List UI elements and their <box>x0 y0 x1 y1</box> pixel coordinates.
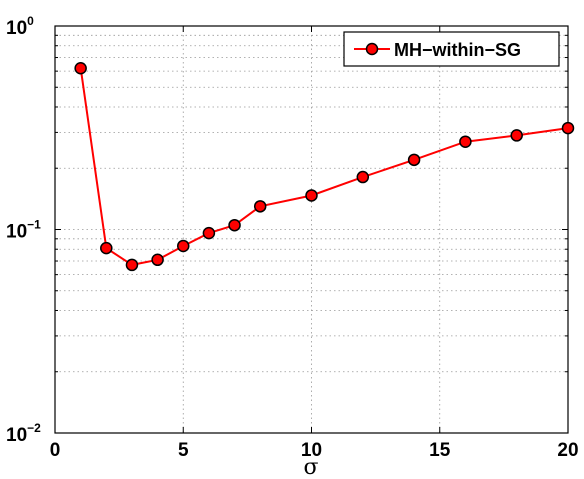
axis-tick-marks <box>54 25 569 434</box>
data-point <box>305 189 318 202</box>
data-point <box>407 153 421 167</box>
y-tick-label: 10−1 <box>6 218 41 243</box>
grid-lines <box>55 26 568 433</box>
data-point <box>100 241 113 255</box>
data-point <box>177 239 190 253</box>
data-point <box>228 218 241 232</box>
series-line <box>79 68 569 266</box>
y-tick-labels: 100 10−1 10−2 <box>6 14 41 446</box>
x-tick-label: 10 <box>301 440 322 461</box>
legend-label: MH−within−SG <box>394 40 521 60</box>
data-point <box>459 135 472 148</box>
x-tick-label: 5 <box>178 440 189 461</box>
data-point <box>74 61 87 75</box>
legend: MH−within−SG <box>343 31 560 67</box>
data-point <box>125 258 139 272</box>
x-tick-label: 20 <box>557 440 578 461</box>
x-tick-label: 15 <box>429 440 451 461</box>
data-point <box>356 170 370 184</box>
data-point <box>202 226 216 240</box>
legend-marker-sample <box>365 42 379 56</box>
x-tick-labels: 0 5 10 15 20 <box>50 440 579 461</box>
data-point <box>253 200 267 213</box>
data-series <box>74 61 575 272</box>
y-tick-label: 10−2 <box>6 421 41 446</box>
x-tick-label: 0 <box>50 440 61 461</box>
x-axis-label: σ <box>303 455 318 479</box>
data-point <box>510 129 523 142</box>
data-point <box>561 121 575 135</box>
data-point <box>151 253 164 267</box>
y-tick-label: 100 <box>6 14 34 39</box>
